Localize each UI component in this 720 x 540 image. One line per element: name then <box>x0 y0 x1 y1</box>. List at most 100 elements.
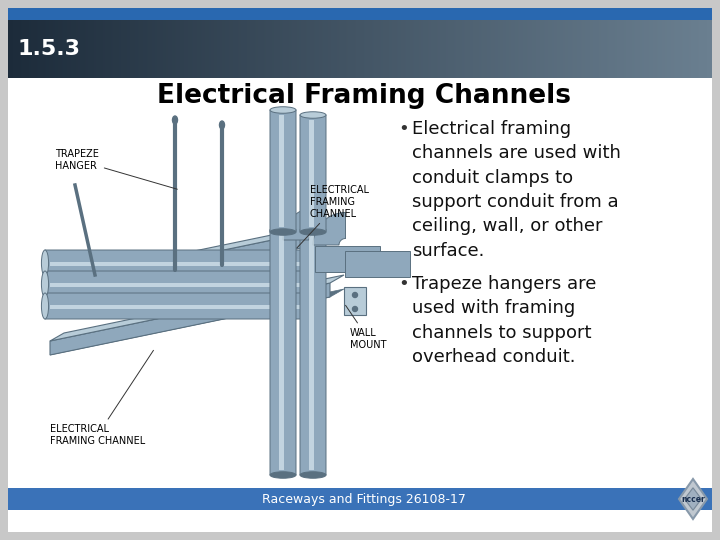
Bar <box>491 20 492 78</box>
Bar <box>223 20 224 78</box>
Bar <box>368 20 369 78</box>
Bar <box>330 20 331 78</box>
Bar <box>70 20 71 78</box>
Bar <box>112 20 113 78</box>
Bar <box>35 20 36 78</box>
Bar <box>426 20 427 78</box>
Bar <box>433 20 434 78</box>
Bar <box>480 20 481 78</box>
Bar <box>607 20 608 78</box>
Bar <box>507 20 508 78</box>
Bar <box>100 20 101 78</box>
Bar <box>675 20 676 78</box>
Bar <box>121 20 122 78</box>
Bar <box>492 20 493 78</box>
Bar <box>185 20 186 78</box>
Bar <box>344 287 366 315</box>
Bar <box>274 20 275 78</box>
Bar <box>205 20 206 78</box>
Bar <box>364 20 365 78</box>
Bar <box>377 20 378 78</box>
Bar <box>633 20 634 78</box>
Bar <box>281 20 282 78</box>
Bar <box>221 20 222 78</box>
Bar <box>36 20 37 78</box>
Text: ELECTRICAL
FRAMING CHANNEL: ELECTRICAL FRAMING CHANNEL <box>50 350 153 446</box>
Bar <box>160 20 161 78</box>
Bar <box>673 20 674 78</box>
Bar <box>314 20 315 78</box>
Bar <box>564 20 565 78</box>
Bar <box>98 20 99 78</box>
Bar <box>575 20 576 78</box>
Bar <box>442 20 443 78</box>
Bar <box>441 20 442 78</box>
Bar <box>316 20 317 78</box>
Bar <box>362 20 363 78</box>
Bar <box>454 20 455 78</box>
Bar <box>74 20 75 78</box>
Bar <box>571 20 572 78</box>
Bar <box>265 20 266 78</box>
Bar <box>283 20 284 78</box>
Bar <box>301 20 302 78</box>
Bar <box>517 20 518 78</box>
Bar <box>263 20 264 78</box>
Bar <box>310 20 311 78</box>
Bar <box>367 20 368 78</box>
Bar <box>279 235 284 470</box>
Bar <box>572 20 573 78</box>
Bar <box>90 20 91 78</box>
Bar <box>147 20 148 78</box>
Bar <box>395 20 396 78</box>
Bar <box>631 20 632 78</box>
Bar <box>341 20 342 78</box>
Bar <box>509 20 510 78</box>
Text: Electrical Framing Channels: Electrical Framing Channels <box>157 83 571 109</box>
Text: •: • <box>398 120 409 138</box>
Bar <box>322 20 323 78</box>
Bar <box>485 20 486 78</box>
Bar <box>92 20 93 78</box>
Bar <box>324 20 325 78</box>
Text: nccer: nccer <box>681 495 705 503</box>
Bar <box>168 20 169 78</box>
Bar <box>83 20 84 78</box>
Bar <box>594 20 595 78</box>
Bar <box>38 20 39 78</box>
Bar <box>249 20 250 78</box>
Ellipse shape <box>300 472 326 478</box>
Bar <box>254 20 255 78</box>
Bar <box>133 20 134 78</box>
Bar <box>392 20 393 78</box>
Bar <box>450 20 451 78</box>
Bar <box>286 20 287 78</box>
Bar <box>318 20 319 78</box>
Bar <box>680 20 681 78</box>
Bar <box>297 20 298 78</box>
Bar <box>351 20 352 78</box>
Bar <box>357 20 358 78</box>
Bar <box>275 20 276 78</box>
Bar <box>398 20 399 78</box>
Bar <box>32 20 33 78</box>
Bar <box>333 20 334 78</box>
Bar <box>304 20 305 78</box>
Bar <box>582 20 583 78</box>
Bar <box>82 20 83 78</box>
FancyBboxPatch shape <box>45 271 320 297</box>
Bar <box>427 20 428 78</box>
Bar <box>699 20 700 78</box>
Bar <box>241 20 242 78</box>
Bar <box>361 20 362 78</box>
Bar <box>135 20 136 78</box>
Bar <box>516 20 517 78</box>
Bar <box>690 20 691 78</box>
Bar <box>597 20 598 78</box>
Bar <box>668 20 669 78</box>
Bar <box>520 20 521 78</box>
Bar <box>634 20 635 78</box>
Bar <box>99 20 100 78</box>
Bar <box>264 20 265 78</box>
Bar <box>446 20 447 78</box>
